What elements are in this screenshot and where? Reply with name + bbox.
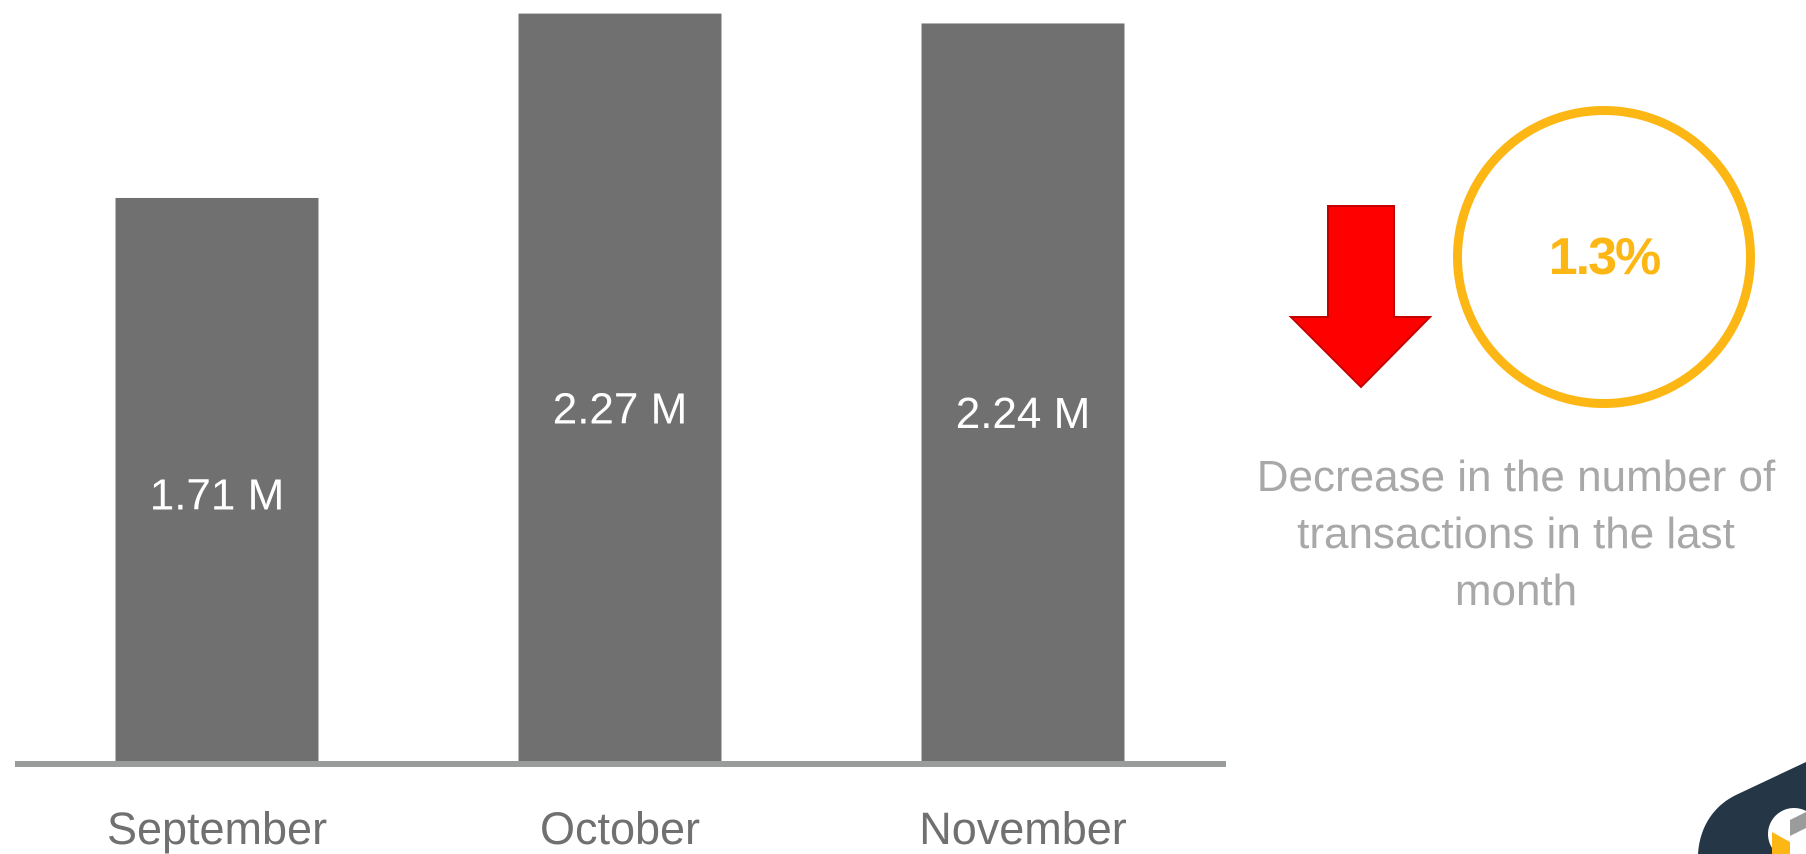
bar-chart: 1.71 M September 2.27 M October 2.24 M Novemb…	[15, 13, 1226, 854]
bar-value-label: 1.71 M	[150, 471, 285, 520]
category-label: November	[919, 803, 1127, 854]
brand-logo-icon	[1698, 762, 1806, 854]
kpi-value: 1.3%	[1548, 228, 1662, 286]
bars	[115, 13, 1125, 762]
category-label: September	[107, 803, 327, 854]
bar-september	[115, 197, 319, 762]
arrow-down-icon	[1288, 205, 1432, 389]
kpi-caption: Decrease in the number of transactions i…	[1256, 452, 1776, 615]
bar-october	[518, 13, 722, 762]
bar-value-label: 2.24 M	[956, 389, 1091, 438]
bar-november	[921, 23, 1125, 761]
category-label: October	[540, 803, 700, 854]
labels: 1.71 M September 2.27 M October 2.24 M Novemb…	[107, 385, 1127, 854]
kpi-ring: 1.3%	[1453, 106, 1755, 408]
bar-value-label: 2.27 M	[553, 385, 688, 434]
